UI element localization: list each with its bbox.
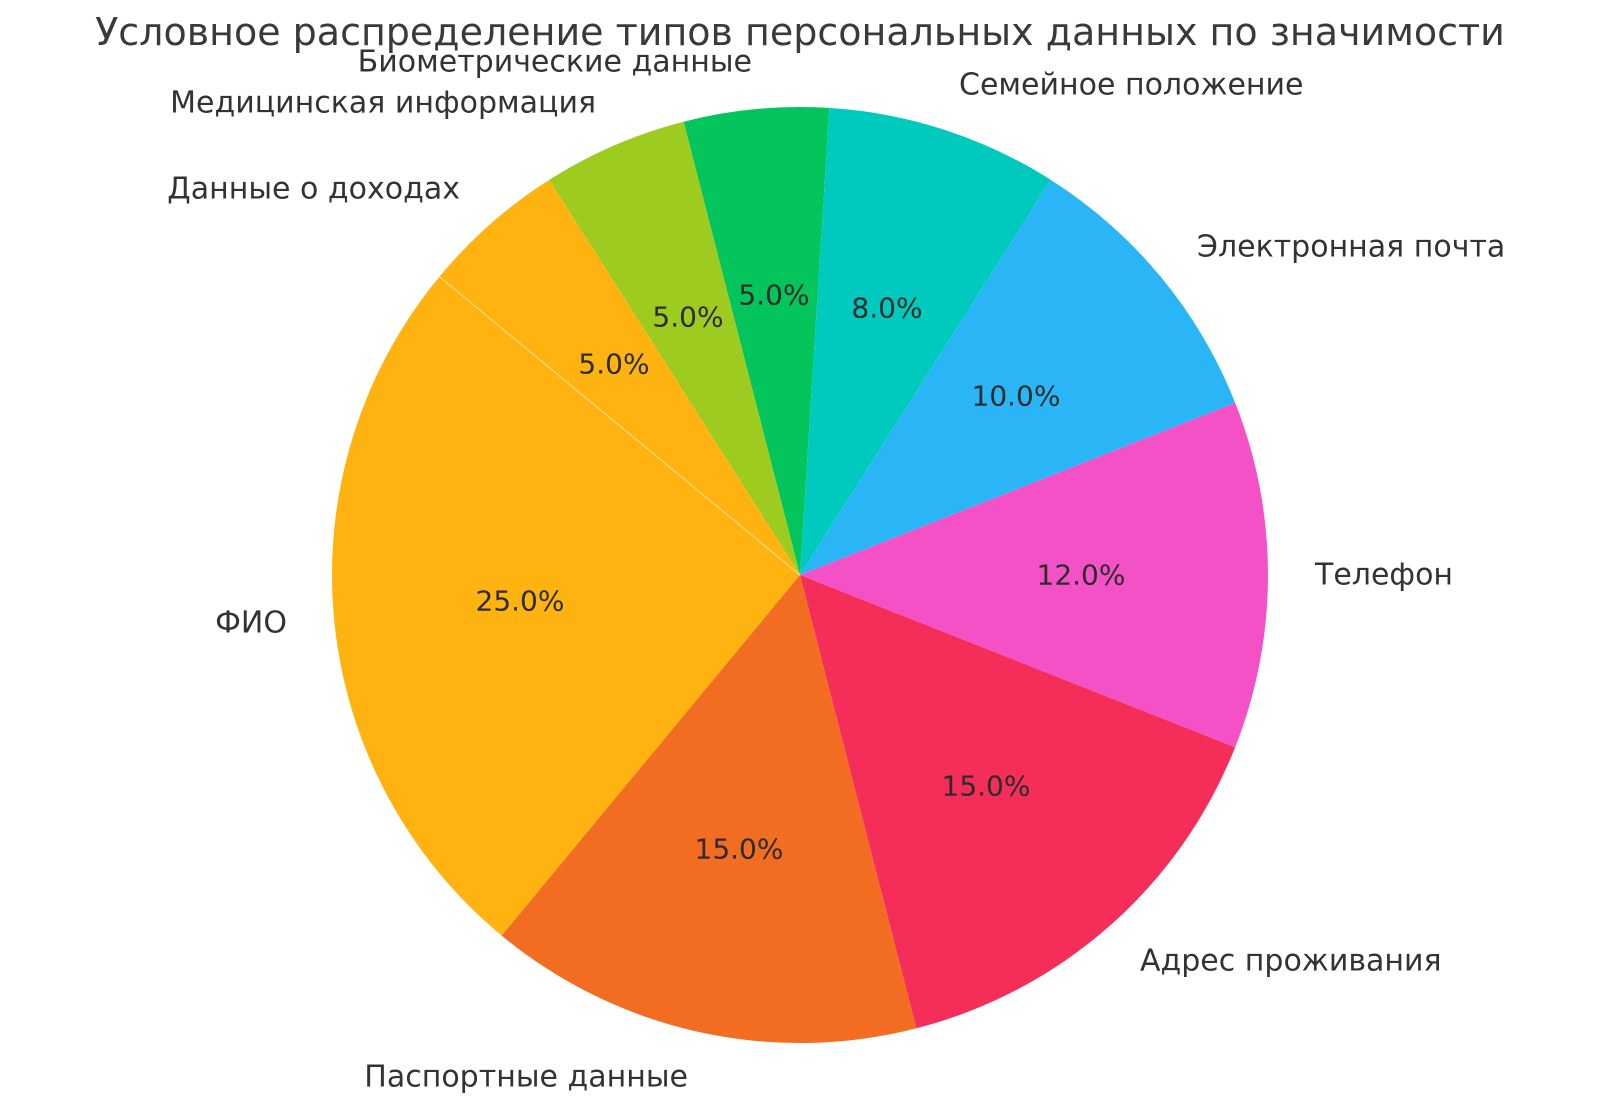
pie-slice-1 [683, 106, 830, 575]
pie-slice-3 [439, 179, 800, 575]
pct-label-9: 8.0% [851, 291, 923, 325]
pct-label-2: 5.0% [652, 300, 724, 334]
slice-label-4: ФИО [215, 605, 287, 641]
pie-slice-7 [800, 402, 1269, 748]
slice-label-2: Медицинская информация [170, 85, 596, 121]
pct-label-7: 12.0% [1036, 558, 1126, 592]
pct-label-4: 25.0% [475, 584, 565, 618]
slice-label-9: Семейное положение [959, 67, 1304, 103]
chart-title: Условное распределение типов персональны… [95, 10, 1505, 54]
slice-label-5: Паспортные данные [364, 1059, 688, 1095]
pct-label-6: 15.0% [941, 769, 1031, 803]
pct-label-5: 15.0% [694, 832, 784, 866]
slice-label-6: Адрес проживания [1140, 943, 1442, 979]
slice-label-1: Биометрические данные [357, 44, 752, 80]
pie-slice-5 [501, 575, 917, 1044]
pie-slice-9 [800, 107, 1051, 576]
slice-label-8: Электронная почта [1197, 229, 1506, 265]
pie-slice-6 [800, 575, 1236, 1029]
pie-slice-2 [549, 121, 800, 575]
slice-label-7: Телефон [1315, 557, 1454, 593]
pct-label-8: 10.0% [971, 379, 1061, 413]
same-color-slice-separator [439, 276, 801, 576]
pie-slice-4 [332, 276, 800, 936]
slice-label-3: Данные о доходах [167, 171, 460, 207]
pct-label-3: 5.0% [578, 347, 650, 381]
pct-label-1: 5.0% [738, 278, 810, 312]
pie-slice-8 [800, 179, 1236, 575]
